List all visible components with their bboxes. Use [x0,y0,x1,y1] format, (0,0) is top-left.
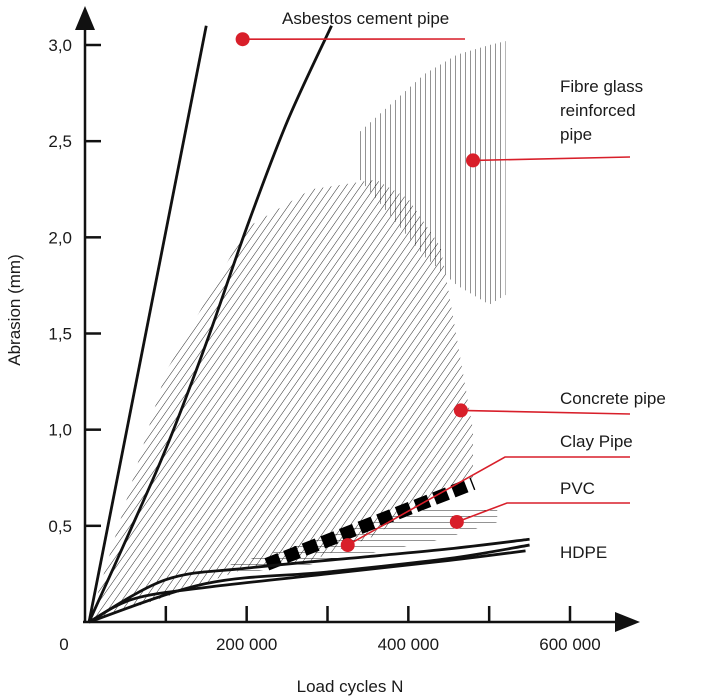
label-clay-pipe: Clay Pipe [560,432,633,451]
hatched-bands [89,41,506,622]
callout-marker-2 [453,403,468,418]
callouts [235,32,631,553]
band-fibre-glass-reinforced-pipe-2 [359,41,506,305]
x-tick-label-2: 600 000 [539,635,600,654]
curve-hdpe-6-1 [88,537,530,624]
curve-hdpe-6-2 [88,543,530,624]
y-tick-label-2: 1,5 [48,325,72,344]
band-concrete-pipe-3 [89,179,474,622]
x-tick-label-0: 200 000 [216,635,277,654]
callout-marker-3 [340,538,355,553]
label-concrete-pipe: Concrete pipe [560,389,666,408]
dashed-clay-pipe-4 [264,477,476,571]
y-axis-title: Abrasion (mm) [5,254,24,365]
x-tick-label-1: 400 000 [378,635,439,654]
y-tick-label-0: 0,5 [48,517,72,536]
x-axis-title: Load cycles N [297,677,404,696]
label-asbestos-cement-pipe: Asbestos cement pipe [282,9,449,28]
callout-marker-0 [235,32,250,47]
callout-marker-4 [449,514,464,529]
label-fibre-glass-line1: Fibre glass [560,77,643,96]
callout-marker-1 [466,153,480,168]
callout-line-1 [472,156,631,162]
callout-line-3 [347,456,630,546]
y-tick-label-4: 2,5 [48,132,72,151]
curve-asbestos-cement-pipe-1 [87,25,333,623]
y-tick-label-5: 3,0 [48,36,72,55]
callout-line-2 [460,409,631,415]
label-fibre-glass-line2: reinforced [560,101,636,120]
label-pvc: PVC [560,479,595,498]
label-hdpe: HDPE [560,543,607,562]
y-axis-arrow [75,6,95,30]
line-asbestos-cement-pipe-0 [87,25,208,623]
x-origin-label: 0 [59,635,68,654]
callout-line-4 [456,502,630,523]
y-tick-label-1: 1,0 [48,421,72,440]
axes [75,6,640,632]
x-axis-arrow [615,612,640,632]
series-lines [87,25,530,624]
curve-hdpe-6-0 [88,549,526,624]
label-fibre-glass-line3: pipe [560,125,592,144]
axis-ticks: 200 000 400 000 600 000 0,5 1,0 1,5 2,0 2,5 3,0 [48,36,600,654]
y-tick-label-3: 2,0 [48,228,72,247]
